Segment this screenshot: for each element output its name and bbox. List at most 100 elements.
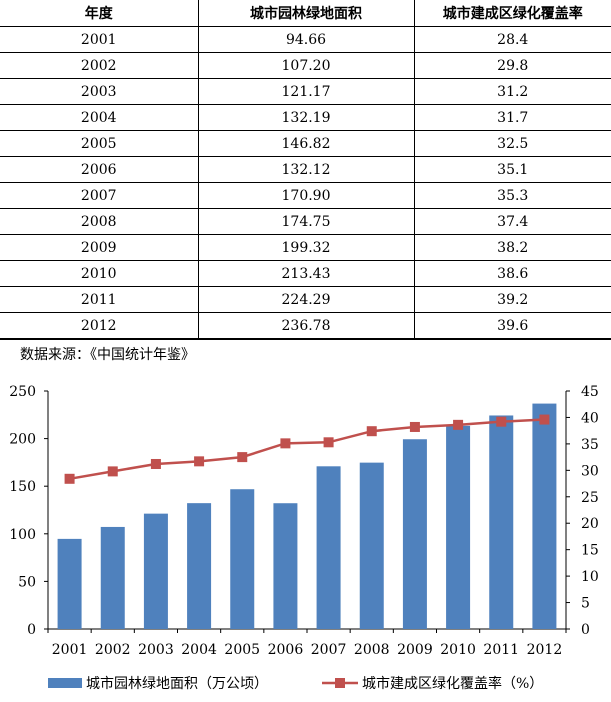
data-table: 年度 城市园林绿地面积 城市建成区绿化覆盖率 2001 94.66 28.4 2002… — [0, 0, 611, 340]
cell-year: 2003 — [0, 78, 198, 105]
x-tick-label: 2010 — [440, 642, 476, 658]
cell-green-area: 132.19 — [197, 104, 414, 131]
x-tick-label: 2002 — [95, 642, 131, 658]
table-row: 2002 107.20 29.8 — [0, 52, 611, 79]
line-point — [280, 438, 291, 449]
line-point — [539, 414, 550, 425]
table-row: 2005 146.82 32.5 — [0, 130, 611, 157]
line-point — [453, 419, 464, 430]
cell-year: 2009 — [0, 234, 198, 261]
legend-marker-line — [335, 678, 345, 688]
table-row: 2008 174.75 37.4 — [0, 208, 611, 235]
cell-green-area: 132.12 — [197, 156, 414, 183]
cell-green-area: 213.43 — [197, 260, 414, 287]
table-header-row: 年度 城市园林绿地面积 城市建成区绿化覆盖率 — [0, 0, 611, 27]
bar — [273, 503, 298, 629]
cell-green-area: 236.78 — [197, 312, 414, 340]
bar — [532, 403, 557, 629]
cell-green-area: 94.66 — [197, 26, 414, 53]
cell-year: 2001 — [0, 26, 198, 53]
bar — [316, 466, 341, 629]
table-row: 2012 236.78 39.6 — [0, 312, 611, 340]
table-body: 2001 94.66 28.4 2002 107.20 29.8 2003 121.17 31.… — [0, 26, 611, 340]
y-right-tick-label: 5 — [581, 596, 590, 612]
legend-label-bar: 城市园林绿地面积（万公顷） — [86, 675, 268, 692]
line-point — [107, 466, 118, 477]
y-left-tick-label: 50 — [18, 574, 36, 590]
y-right-tick-label: 15 — [581, 543, 599, 559]
cell-green-area: 170.90 — [197, 182, 414, 209]
cell-green-area: 121.17 — [197, 78, 414, 105]
table-row: 2004 132.19 31.7 — [0, 104, 611, 131]
table-row: 2010 213.43 38.6 — [0, 260, 611, 287]
cell-coverage-rate: 39.2 — [413, 286, 611, 313]
cell-year: 2011 — [0, 286, 198, 313]
x-tick-label: 2003 — [138, 642, 174, 658]
y-right-tick-label: 0 — [581, 622, 590, 638]
bar — [100, 526, 125, 629]
x-tick-label: 2004 — [181, 642, 217, 658]
line-point — [237, 452, 248, 463]
cell-coverage-rate: 35.3 — [413, 182, 611, 209]
table-row: 2003 121.17 31.2 — [0, 78, 611, 105]
line-point — [194, 456, 205, 467]
line-point — [150, 458, 161, 469]
header-year: 年度 — [0, 0, 198, 27]
x-tick-label: 2012 — [527, 642, 563, 658]
y-right-tick-label: 45 — [581, 384, 599, 400]
line-series — [69, 418, 545, 481]
bar — [402, 439, 427, 629]
cell-year: 2004 — [0, 104, 198, 131]
bar — [57, 538, 82, 629]
x-tick-label: 2001 — [52, 642, 88, 658]
cell-coverage-rate: 39.6 — [413, 312, 611, 340]
cell-year: 2010 — [0, 260, 198, 287]
table-row: 2006 132.12 35.1 — [0, 156, 611, 183]
cell-coverage-rate: 35.1 — [413, 156, 611, 183]
x-tick-label: 2005 — [224, 642, 260, 658]
table-row: 2007 170.90 35.3 — [0, 182, 611, 209]
table-row: 2001 94.66 28.4 — [0, 26, 611, 53]
cell-coverage-rate: 32.5 — [413, 130, 611, 157]
y-left-tick-label: 100 — [9, 527, 36, 543]
cell-coverage-rate: 29.8 — [413, 52, 611, 79]
y-left-tick-label: 250 — [9, 384, 36, 400]
combo-chart: 0 50 100 150 200 250 0 5 10 15 20 25 30 35 40 45 2001 200… — [9, 384, 599, 692]
cell-green-area: 107.20 — [197, 52, 414, 79]
bar — [143, 513, 168, 629]
cell-year: 2007 — [0, 182, 198, 209]
cell-coverage-rate: 38.2 — [413, 234, 611, 261]
y-left-tick-label: 200 — [9, 432, 36, 448]
y-left-tick-label: 0 — [27, 622, 36, 638]
line-point — [409, 421, 420, 432]
header-green-area: 城市园林绿地面积 — [197, 0, 414, 27]
x-tick-label: 2006 — [268, 642, 304, 658]
y-right-tick-label: 20 — [581, 516, 599, 532]
cell-green-area: 174.75 — [197, 208, 414, 235]
cell-coverage-rate: 31.2 — [413, 78, 611, 105]
bar — [187, 503, 212, 629]
cell-coverage-rate: 31.7 — [413, 104, 611, 131]
cell-green-area: 199.32 — [197, 234, 414, 261]
table-row: 2011 224.29 39.2 — [0, 286, 611, 313]
cell-year: 2002 — [0, 52, 198, 79]
cell-year: 2006 — [0, 156, 198, 183]
x-tick-label: 2007 — [311, 642, 347, 658]
cell-coverage-rate: 28.4 — [413, 26, 611, 53]
cell-year: 2005 — [0, 130, 198, 157]
line-point — [64, 473, 75, 484]
legend-label-line: 城市建成区绿化覆盖率（%） — [362, 675, 543, 692]
bar — [359, 462, 384, 629]
y-right-tick-label: 10 — [581, 569, 599, 585]
y-right-tick-label: 25 — [581, 490, 599, 506]
cell-coverage-rate: 37.4 — [413, 208, 611, 235]
x-tick-label: 2008 — [354, 642, 390, 658]
source-note: 数据来源：《中国统计年鉴》 — [20, 347, 195, 363]
line-point — [496, 416, 507, 427]
table-row: 2009 199.32 38.2 — [0, 234, 611, 261]
x-tick-label: 2011 — [483, 642, 519, 658]
y-right-tick-label: 30 — [581, 463, 599, 479]
bar — [489, 415, 514, 629]
bar — [446, 425, 471, 629]
y-right-tick-label: 35 — [581, 437, 599, 453]
